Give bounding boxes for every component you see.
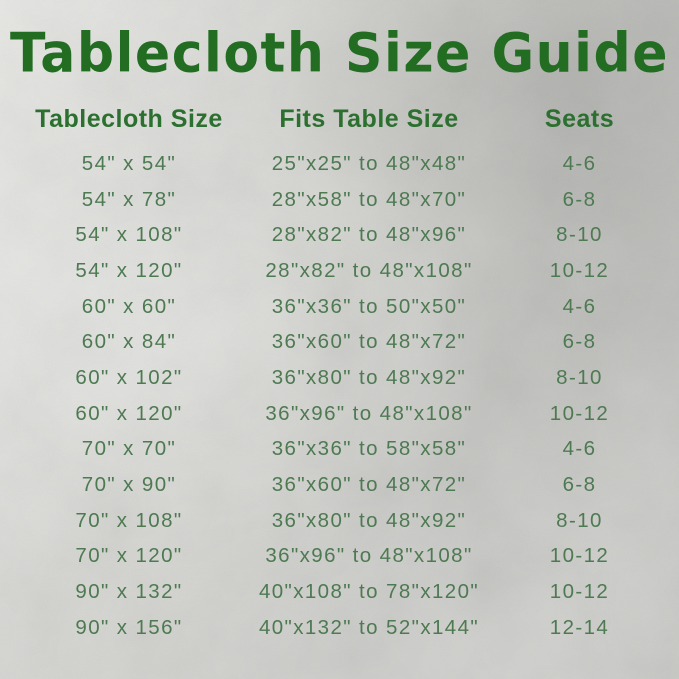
table-row: 54" x 78" 28"x58" to 48"x70" 6-8 [0, 182, 679, 218]
fits-table-size-cell: 36"x80" to 48"x92" [271, 508, 467, 532]
fits-table-size-cell: 25"x25" to 48"x48" [271, 151, 467, 175]
fits-table-size-cell: 36"x80" to 48"x92" [271, 365, 467, 389]
tablecloth-size-cell: 54" x 108" [75, 223, 183, 247]
seats-cell: 6-8 [562, 187, 597, 211]
size-table: Tablecloth Size Fits Table Size Seats 54… [0, 98, 679, 646]
column-header-seats: Seats [544, 104, 615, 133]
table-row: 60" x 60" 36"x36" to 50"x50" 4-6 [0, 289, 679, 325]
tablecloth-size-cell: 70" x 108" [75, 508, 183, 532]
table-row: 54" x 120" 28"x82" to 48"x108" 10-12 [0, 253, 679, 289]
guide-title: Tablecloth Size Guide [10, 22, 669, 86]
fits-table-size-cell: 28"x82" to 48"x96" [271, 223, 467, 247]
seats-cell: 10-12 [549, 580, 610, 604]
tablecloth-size-cell: 90" x 132" [75, 580, 183, 604]
seats-cell: 10-12 [549, 544, 610, 568]
fits-table-size-cell: 36"x96" to 48"x108" [265, 544, 473, 568]
seats-cell: 4-6 [562, 294, 597, 318]
seats-cell: 10-12 [549, 258, 610, 282]
table-row: 60" x 84" 36"x60" to 48"x72" 6-8 [0, 324, 679, 360]
table-row: 60" x 102" 36"x80" to 48"x92" 8-10 [0, 360, 679, 396]
seats-cell: 8-10 [556, 365, 603, 389]
seats-cell: 6-8 [562, 473, 597, 497]
column-header-fits-table-size: Fits Table Size [279, 104, 459, 133]
tablecloth-size-cell: 60" x 84" [81, 330, 177, 354]
seats-cell: 10-12 [549, 401, 610, 425]
tablecloth-size-cell: 70" x 90" [81, 473, 177, 497]
table-row: 90" x 132" 40"x108" to 78"x120" 10-12 [0, 574, 679, 610]
table-row: 70" x 70" 36"x36" to 58"x58" 4-6 [0, 432, 679, 468]
tablecloth-size-cell: 60" x 60" [81, 294, 177, 318]
seats-cell: 8-10 [556, 508, 603, 532]
seats-cell: 12-14 [549, 615, 610, 639]
table-row: 70" x 120" 36"x96" to 48"x108" 10-12 [0, 539, 679, 575]
tablecloth-size-cell: 54" x 78" [81, 187, 177, 211]
fits-table-size-cell: 36"x36" to 50"x50" [271, 294, 467, 318]
tablecloth-size-cell: 70" x 120" [75, 544, 183, 568]
seats-cell: 4-6 [562, 437, 597, 461]
tablecloth-size-cell: 60" x 120" [75, 401, 183, 425]
seats-cell: 6-8 [562, 330, 597, 354]
tablecloth-size-cell: 54" x 120" [75, 258, 183, 282]
tablecloth-size-cell: 70" x 70" [81, 437, 177, 461]
seats-cell: 4-6 [562, 151, 597, 175]
fits-table-size-cell: 36"x36" to 58"x58" [271, 437, 467, 461]
fits-table-size-cell: 36"x96" to 48"x108" [265, 401, 473, 425]
fits-table-size-cell: 36"x60" to 48"x72" [271, 473, 467, 497]
table-row: 60" x 120" 36"x96" to 48"x108" 10-12 [0, 396, 679, 432]
fits-table-size-cell: 40"x108" to 78"x120" [258, 580, 480, 604]
fits-table-size-cell: 36"x60" to 48"x72" [271, 330, 467, 354]
table-row: 70" x 108" 36"x80" to 48"x92" 8-10 [0, 503, 679, 539]
fits-table-size-cell: 28"x82" to 48"x108" [265, 258, 473, 282]
table-row: 90" x 156" 40"x132" to 52"x144" 12-14 [0, 610, 679, 646]
tablecloth-size-cell: 54" x 54" [81, 151, 177, 175]
table-row: 70" x 90" 36"x60" to 48"x72" 6-8 [0, 467, 679, 503]
fits-table-size-cell: 40"x132" to 52"x144" [258, 615, 480, 639]
table-header-row: Tablecloth Size Fits Table Size Seats [0, 98, 679, 140]
seats-cell: 8-10 [556, 223, 603, 247]
column-header-tablecloth-size: Tablecloth Size [35, 104, 223, 133]
table-row: 54" x 108" 28"x82" to 48"x96" 8-10 [0, 217, 679, 253]
tablecloth-size-cell: 60" x 102" [75, 365, 183, 389]
tablecloth-size-cell: 90" x 156" [75, 615, 183, 639]
table-row: 54" x 54" 25"x25" to 48"x48" 4-6 [0, 146, 679, 182]
table-body: 54" x 54" 25"x25" to 48"x48" 4-6 54" x 7… [0, 146, 679, 646]
fits-table-size-cell: 28"x58" to 48"x70" [271, 187, 467, 211]
